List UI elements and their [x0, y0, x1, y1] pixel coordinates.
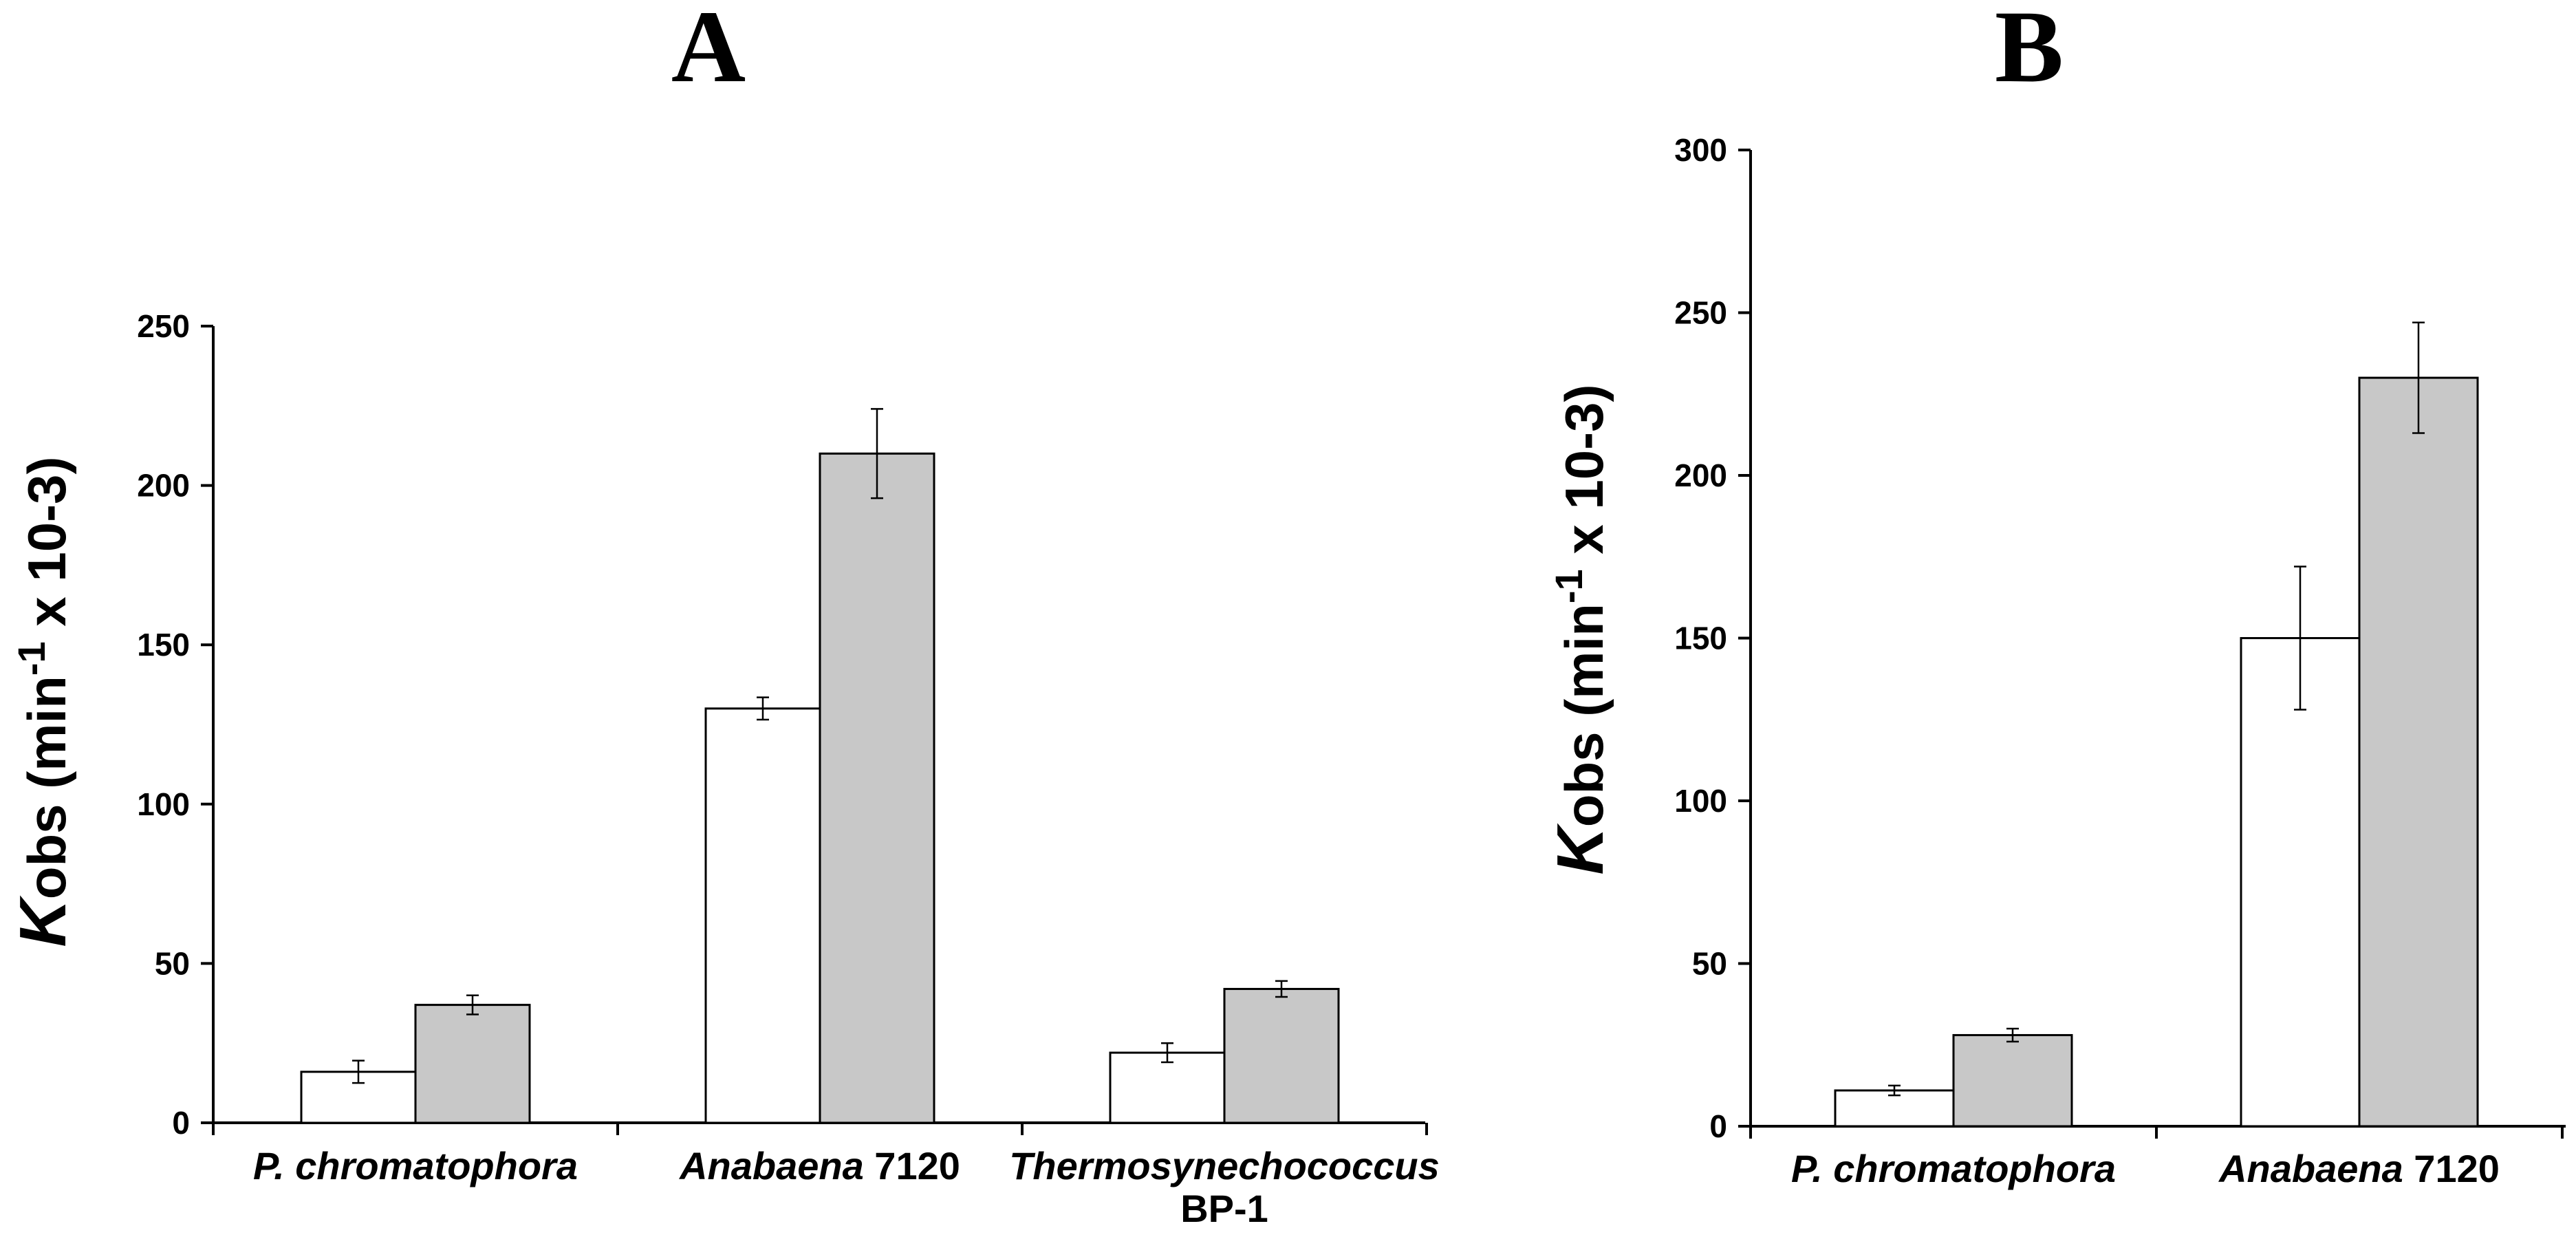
y-axis-title-obs: obs	[1554, 731, 1614, 827]
panel-title: A	[671, 0, 746, 104]
y-axis-title-sup: -1	[1547, 569, 1590, 603]
bar-white	[1834, 1089, 1955, 1128]
category-label-rest: 7120	[864, 1144, 960, 1187]
y-axis-title-k: K	[1544, 822, 1617, 874]
bar-grey	[1952, 1034, 2073, 1128]
category-label: P. chromatophora	[253, 1144, 578, 1187]
bar-grey	[2358, 376, 2479, 1128]
y-tick-label: 250	[1674, 295, 1727, 331]
y-axis-title-tail: x 10-3)	[17, 457, 77, 642]
bar-white	[704, 707, 821, 1124]
y-tick-label: 150	[137, 627, 190, 663]
y-tick-label: 200	[137, 468, 190, 504]
category-label-line2: BP-1	[1180, 1187, 1268, 1230]
category-label-italic: Anabaena	[678, 1144, 864, 1187]
bar-white	[2240, 637, 2361, 1128]
y-tick-label: 50	[1692, 946, 1727, 982]
y-axis-title-obs: obs	[17, 804, 77, 899]
panel-a: A 0 50 100 150 200 250 P. chromatophora Anabaena…	[6, 0, 1440, 1230]
bar-grey	[819, 452, 935, 1124]
category-label-italic: P. chromatophora	[253, 1144, 578, 1187]
y-axis-title: Kobs (min-1 x 10-3)	[1544, 385, 1617, 875]
category-label: Thermosynechococcus	[1009, 1144, 1440, 1187]
y-tick-label: 300	[1674, 132, 1727, 168]
bar-grey	[1223, 987, 1340, 1124]
panel-b: B 0 50 100 150 200 250 300 P. chromatophora Anaba…	[1544, 0, 2566, 1190]
category-label: Anabaena 7120	[2218, 1147, 2500, 1190]
y-tick-label: 50	[155, 945, 190, 981]
y-tick-label: 200	[1674, 458, 1727, 493]
y-tick-label: 0	[172, 1105, 190, 1141]
y-axis-title-k: K	[6, 894, 80, 947]
y-tick-label: 100	[1674, 783, 1727, 819]
y-axis-title-tail: x 10-3)	[1554, 385, 1614, 570]
y-tick-label: 150	[1674, 621, 1727, 656]
y-tick-label: 250	[137, 308, 190, 344]
y-tick-label: 100	[137, 786, 190, 822]
category-label: P. chromatophora	[1791, 1147, 2116, 1190]
bar-white	[1109, 1051, 1226, 1124]
bar-grey	[414, 1004, 531, 1124]
y-axis-title: Kobs (min-1 x 10-3)	[6, 457, 80, 947]
y-axis-title-sup: -1	[10, 641, 53, 676]
y-axis-title-rest: (min	[1554, 603, 1614, 731]
category-label-rest: 7120	[2403, 1147, 2500, 1190]
category-label-italic: P. chromatophora	[1791, 1147, 2116, 1190]
category-label-italic: Anabaena	[2218, 1147, 2403, 1190]
y-tick-label: 0	[1709, 1108, 1727, 1144]
y-axis-title-rest: (min	[17, 676, 77, 804]
category-label: Anabaena 7120	[678, 1144, 960, 1187]
category-label-italic: Thermosynechococcus	[1009, 1144, 1440, 1187]
panel-title: B	[1995, 0, 2064, 104]
